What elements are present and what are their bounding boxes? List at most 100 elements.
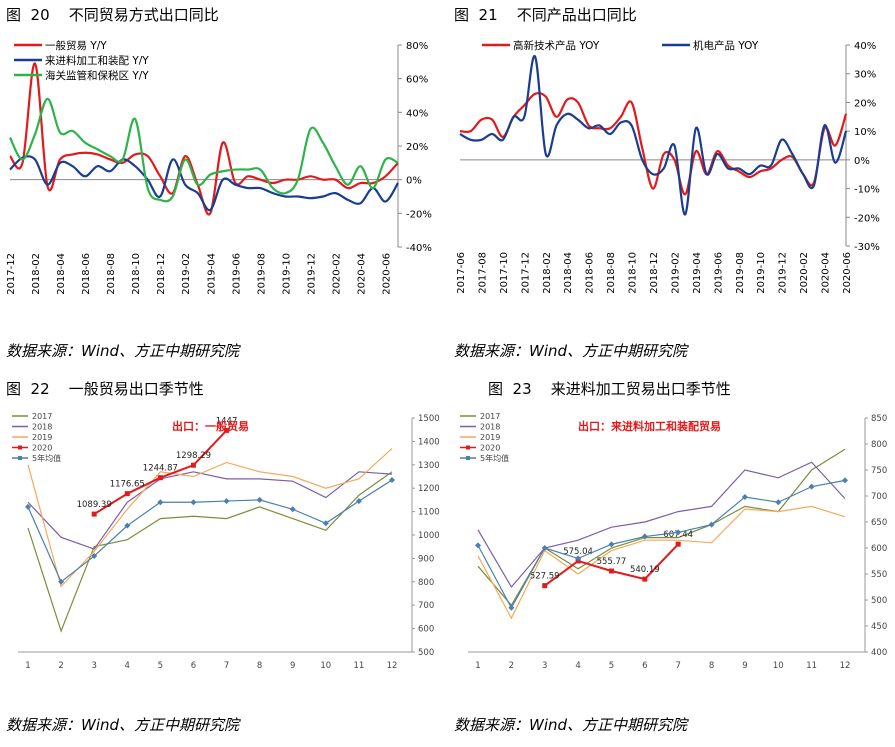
y-tick-label: 1000: [418, 531, 440, 541]
x-tick-label: 2019-08: [735, 252, 746, 294]
legend-label: 2017: [32, 412, 52, 421]
chart-title: 图 22 一般贸易出口季节性: [6, 380, 204, 398]
chart-title: 图 23 来进料加工贸易出口季节性: [488, 380, 731, 398]
data-point: [157, 475, 163, 481]
y-tick-label: 800: [871, 440, 887, 450]
data-point: [223, 498, 230, 505]
y-tick-label: -30%: [854, 242, 880, 253]
x-tick-label: 2020-04: [356, 253, 367, 295]
x-tick-label: 5: [609, 661, 614, 671]
line-chart-products: 40% 30% 20% 10% 0% -10% -20% -30% 2017-06 2017-08…: [456, 39, 880, 294]
legend-label: 一般贸易 Y/Y: [45, 39, 107, 52]
y-tick-label: 650: [871, 518, 887, 528]
y-tick-label: 0%: [406, 176, 422, 187]
data-label: 527.59: [530, 572, 560, 582]
x-tick-label: 2019-06: [713, 252, 724, 294]
legend-label: 2019: [32, 433, 52, 442]
data-point: [775, 499, 782, 506]
data-point: [124, 491, 130, 497]
y-tick-label: 60%: [406, 75, 428, 86]
y-tick-label: 0%: [854, 156, 870, 167]
y-tick-label: 40%: [854, 41, 876, 52]
x-tick-label: 2019-10: [756, 252, 767, 294]
series-line-0: [27, 471, 393, 633]
x-tick-label: 2018-02: [542, 252, 553, 294]
y-tick-label: -40%: [406, 243, 432, 254]
x-tick-label: 2019-08: [256, 253, 267, 295]
y-tick-label: -10%: [854, 185, 880, 196]
x-tick-label: 11: [353, 661, 364, 671]
legend-label: 海关监管和保税区 Y/Y: [45, 69, 149, 82]
x-tick-label: 2020-06: [381, 253, 392, 295]
x-tick-label: 2018-12: [649, 252, 660, 294]
data-point: [355, 498, 362, 505]
y-tick-label: 500: [418, 648, 434, 658]
chart-annotation: 出口：一般贸易: [172, 419, 249, 433]
data-point: [91, 553, 98, 560]
x-tick-label: 2017-10: [499, 252, 510, 294]
chart-panel-general-trade-seasonality: 图 22 一般贸易出口季节性 1500 1400 1300 1200 1100 1000 9…: [0, 372, 445, 747]
line-chart-trade-mode: 80% 60% 40% 20% 0% -20% -40% 2017-12 2018-02 2018…: [6, 39, 432, 295]
legend-label: 2020: [480, 444, 500, 453]
line-chart-general-trade-seasonality: 1500 1400 1300 1200 1100 1000 900 800 700 600 500 1…: [12, 412, 440, 671]
data-point: [608, 541, 615, 548]
legend-label: 2019: [480, 433, 500, 442]
data-label: 1089.39: [77, 500, 112, 510]
x-tick-label: 5: [158, 661, 163, 671]
data-point: [842, 477, 848, 484]
x-tick-label: 2020-02: [799, 252, 810, 294]
source-note: 数据来源：Wind、方正中期研究院: [454, 342, 688, 360]
x-tick-label: 2019-04: [692, 252, 703, 294]
y-tick-label: 400: [871, 648, 887, 658]
data-point: [608, 568, 614, 574]
x-tick-label: 2020-06: [842, 252, 853, 294]
x-tick-label: 10: [320, 661, 331, 671]
data-point: [708, 521, 715, 528]
y-tick-label: -20%: [406, 209, 432, 220]
chart-title: 图 21 不同产品出口同比: [454, 6, 637, 24]
x-tick-label: 2019-12: [306, 253, 317, 295]
chart-annotation: 出口：来进料加工和装配贸易: [578, 419, 721, 433]
series-line-0: [9, 62, 399, 216]
series-line-1: [459, 55, 848, 216]
y-tick-label: 800: [418, 578, 434, 588]
x-tick-label: 3: [91, 661, 96, 671]
series-line-0: [459, 91, 848, 196]
legend-label: 高新技术产品 YOY: [513, 39, 600, 52]
data-point: [224, 427, 230, 433]
data-point: [641, 533, 648, 540]
x-tick-label: 2019-02: [670, 252, 681, 294]
data-point: [675, 529, 682, 536]
x-tick-label: 2018-04: [56, 253, 67, 295]
data-point: [91, 511, 97, 517]
legend-marker: [18, 445, 22, 450]
y-tick-label: 1100: [418, 508, 440, 518]
chart-panel-trade-mode: 图 20 不同贸易方式出口同比 80% 60% 40% 20% 0% -20% -40% 20…: [0, 0, 445, 370]
x-tick-label: 2: [509, 661, 514, 671]
x-tick-label: 9: [742, 661, 747, 671]
legend-label: 2018: [480, 423, 500, 432]
legend-label: 2017: [480, 412, 500, 421]
y-tick-label: 30%: [854, 70, 876, 81]
legend-label: 2020: [32, 444, 52, 453]
x-tick-label: 2019-04: [206, 253, 217, 295]
data-label: 1244.87: [143, 464, 178, 474]
series-line-2: [27, 447, 393, 588]
x-tick-label: 8: [257, 661, 262, 671]
x-tick-label: 2017-12: [6, 253, 17, 295]
x-tick-label: 2018-12: [156, 253, 167, 295]
x-tick-label: 2018-08: [606, 252, 617, 294]
data-point: [157, 499, 164, 506]
x-tick-label: 2018-04: [563, 252, 574, 294]
y-tick-label: 750: [871, 466, 887, 476]
data-point: [808, 483, 815, 490]
data-label: 1298.29: [176, 451, 211, 461]
x-tick-label: 6: [191, 661, 196, 671]
y-tick-label: 1300: [418, 461, 440, 471]
x-tick-label: 1: [25, 661, 30, 671]
x-tick-label: 7: [675, 661, 680, 671]
y-tick-label: 20%: [854, 98, 876, 109]
y-tick-label: 450: [871, 622, 887, 632]
data-point: [542, 583, 548, 589]
